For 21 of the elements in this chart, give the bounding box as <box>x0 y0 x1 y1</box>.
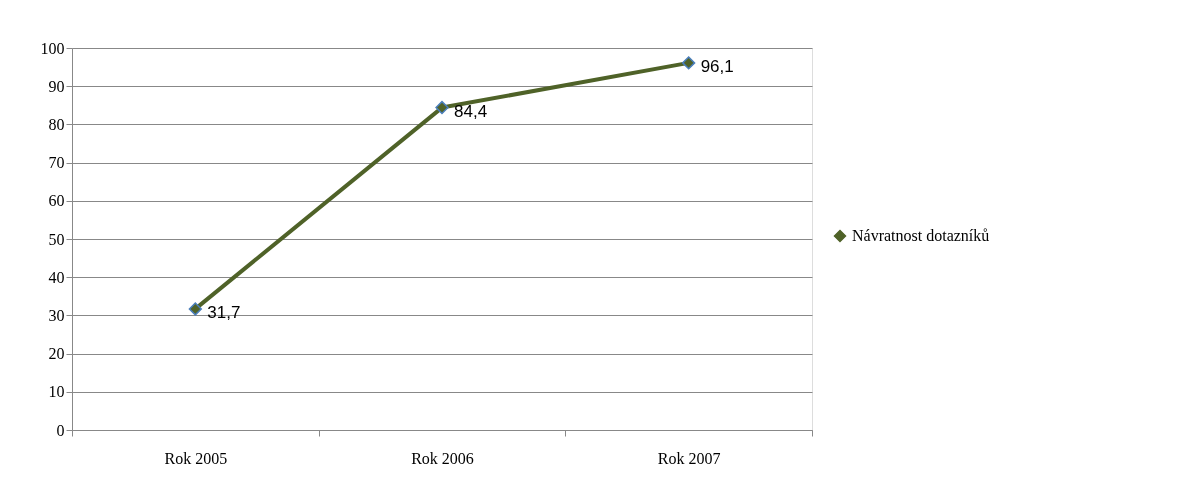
y-tick-label: 40 <box>48 268 65 286</box>
y-tick-label: 20 <box>48 345 65 363</box>
x-tick-label: Rok 2007 <box>657 449 721 467</box>
x-tick-label: Rok 2006 <box>411 449 474 467</box>
point <box>682 56 696 70</box>
y-tick-label: 100 <box>40 39 65 57</box>
y-tick-label: 50 <box>48 230 65 248</box>
y-tick-label: 70 <box>48 154 65 172</box>
point <box>188 302 202 316</box>
y-tick-label: 60 <box>48 192 65 210</box>
legend-label: Návratnost dotazníků <box>852 227 990 244</box>
data-label: 84,4 <box>454 101 488 121</box>
y-tick-label: 30 <box>48 306 65 324</box>
y-tick-label: 80 <box>48 115 65 133</box>
y-tick-label: 90 <box>48 77 65 95</box>
x-tick-label: Rok 2005 <box>164 449 228 467</box>
point <box>435 100 449 115</box>
data-label: 96,1 <box>700 56 734 76</box>
y-tick-label: 10 <box>48 383 65 401</box>
data-label: 31,7 <box>207 302 241 322</box>
y-tick-label: 0 <box>56 421 65 439</box>
